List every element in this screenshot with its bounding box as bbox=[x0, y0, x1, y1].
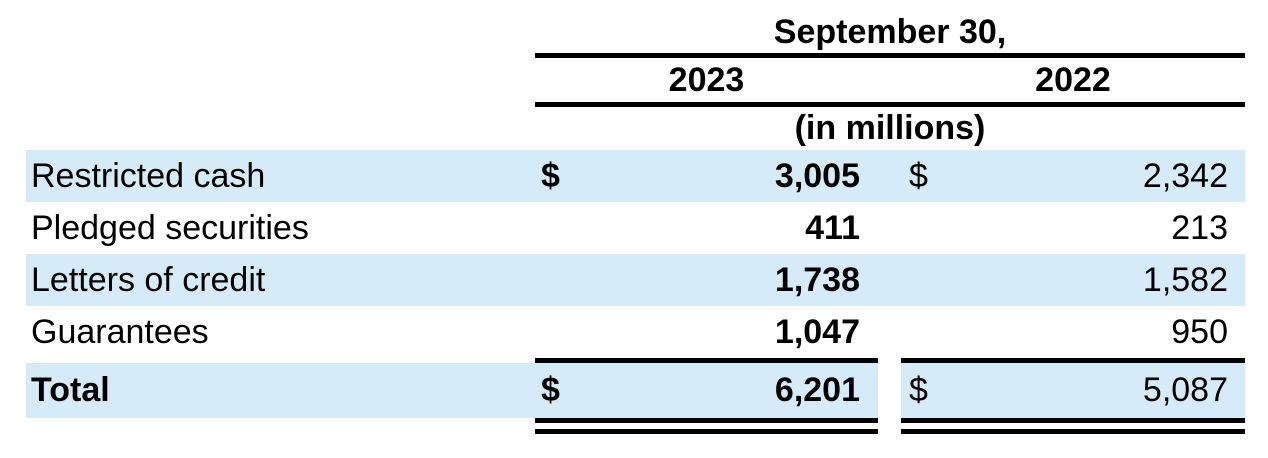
table-row-total: Total $ 6,201 $ 5,087 bbox=[26, 363, 1245, 418]
header-rule-top bbox=[535, 53, 1245, 58]
year-header-2022: 2022 bbox=[1035, 61, 1111, 99]
cell-2023: 1,738 bbox=[535, 254, 878, 306]
table-row-pledged-securities: Pledged securities 411 213 bbox=[26, 202, 1245, 254]
row-label: Restricted cash bbox=[31, 156, 266, 195]
rule-gap bbox=[878, 429, 901, 434]
column-gap bbox=[878, 58, 901, 102]
value-2023: 3,005 bbox=[774, 156, 860, 195]
rule-segment-2022 bbox=[901, 418, 1245, 423]
cell-2022: $ 5,087 bbox=[901, 363, 1245, 418]
row-label: Pledged securities bbox=[31, 208, 309, 247]
table-body: Restricted cash $ 3,005 $ 2,342 Pledged … bbox=[26, 150, 1245, 358]
value-2023: 6,201 bbox=[774, 371, 860, 409]
cell-2022: 213 bbox=[901, 202, 1245, 254]
cell-2023: 1,047 bbox=[535, 306, 878, 358]
year-columns: 2023 2022 bbox=[535, 58, 1245, 102]
row-label: Total bbox=[26, 363, 535, 418]
cell-2023: $ 6,201 bbox=[535, 363, 878, 418]
value-2022: 950 bbox=[1171, 312, 1228, 351]
column-gap bbox=[878, 202, 901, 254]
rule-segment-2022 bbox=[901, 429, 1245, 434]
rule-gap bbox=[878, 418, 901, 423]
table-header: September 30, 2023 2022 (in millions) bbox=[0, 0, 1268, 150]
dollar-sign-2022: $ bbox=[909, 371, 928, 409]
value-2022: 5,087 bbox=[1142, 371, 1228, 409]
table-row-guarantees: Guarantees 1,047 950 bbox=[26, 306, 1245, 358]
table-row-restricted-cash: Restricted cash $ 3,005 $ 2,342 bbox=[26, 150, 1245, 202]
cell-2022: 1,582 bbox=[901, 254, 1245, 306]
table-row-letters-of-credit: Letters of credit 1,738 1,582 bbox=[26, 254, 1245, 306]
cell-2022: 950 bbox=[901, 306, 1245, 358]
row-label: Letters of credit bbox=[31, 260, 266, 299]
rule-segment-2023 bbox=[535, 429, 878, 434]
cell-2022: $ 2,342 bbox=[901, 150, 1245, 202]
column-gap bbox=[878, 254, 901, 306]
value-2022: 213 bbox=[1171, 208, 1228, 247]
units-header: (in millions) bbox=[794, 109, 986, 147]
table-footer: Total $ 6,201 $ 5,087 bbox=[26, 363, 1245, 418]
value-2023: 411 bbox=[805, 208, 860, 247]
total-bottom-rule-2 bbox=[535, 429, 1245, 434]
cell-2023: 411 bbox=[535, 202, 878, 254]
value-2022: 2,342 bbox=[1142, 156, 1228, 195]
row-label: Guarantees bbox=[31, 312, 209, 351]
rule-segment-2022 bbox=[901, 358, 1245, 363]
value-2023: 1,047 bbox=[774, 312, 860, 351]
header-rule-bottom bbox=[535, 102, 1245, 107]
rule-segment-2023 bbox=[535, 358, 878, 363]
rule-segment-2023 bbox=[535, 418, 878, 423]
dollar-sign-2023: $ bbox=[541, 156, 560, 195]
date-header: September 30, bbox=[773, 13, 1007, 51]
dollar-sign-2023: $ bbox=[541, 371, 560, 409]
cell-2023: $ 3,005 bbox=[535, 150, 878, 202]
total-top-rule bbox=[535, 358, 1245, 363]
value-2022: 1,582 bbox=[1142, 260, 1228, 299]
total-bottom-rule-1 bbox=[535, 418, 1245, 423]
dollar-sign-2022: $ bbox=[909, 156, 928, 195]
year-header-2023: 2023 bbox=[668, 61, 745, 99]
value-2023: 1,738 bbox=[774, 260, 860, 299]
column-gap bbox=[878, 150, 901, 202]
column-gap bbox=[878, 306, 901, 358]
column-gap bbox=[878, 363, 901, 418]
